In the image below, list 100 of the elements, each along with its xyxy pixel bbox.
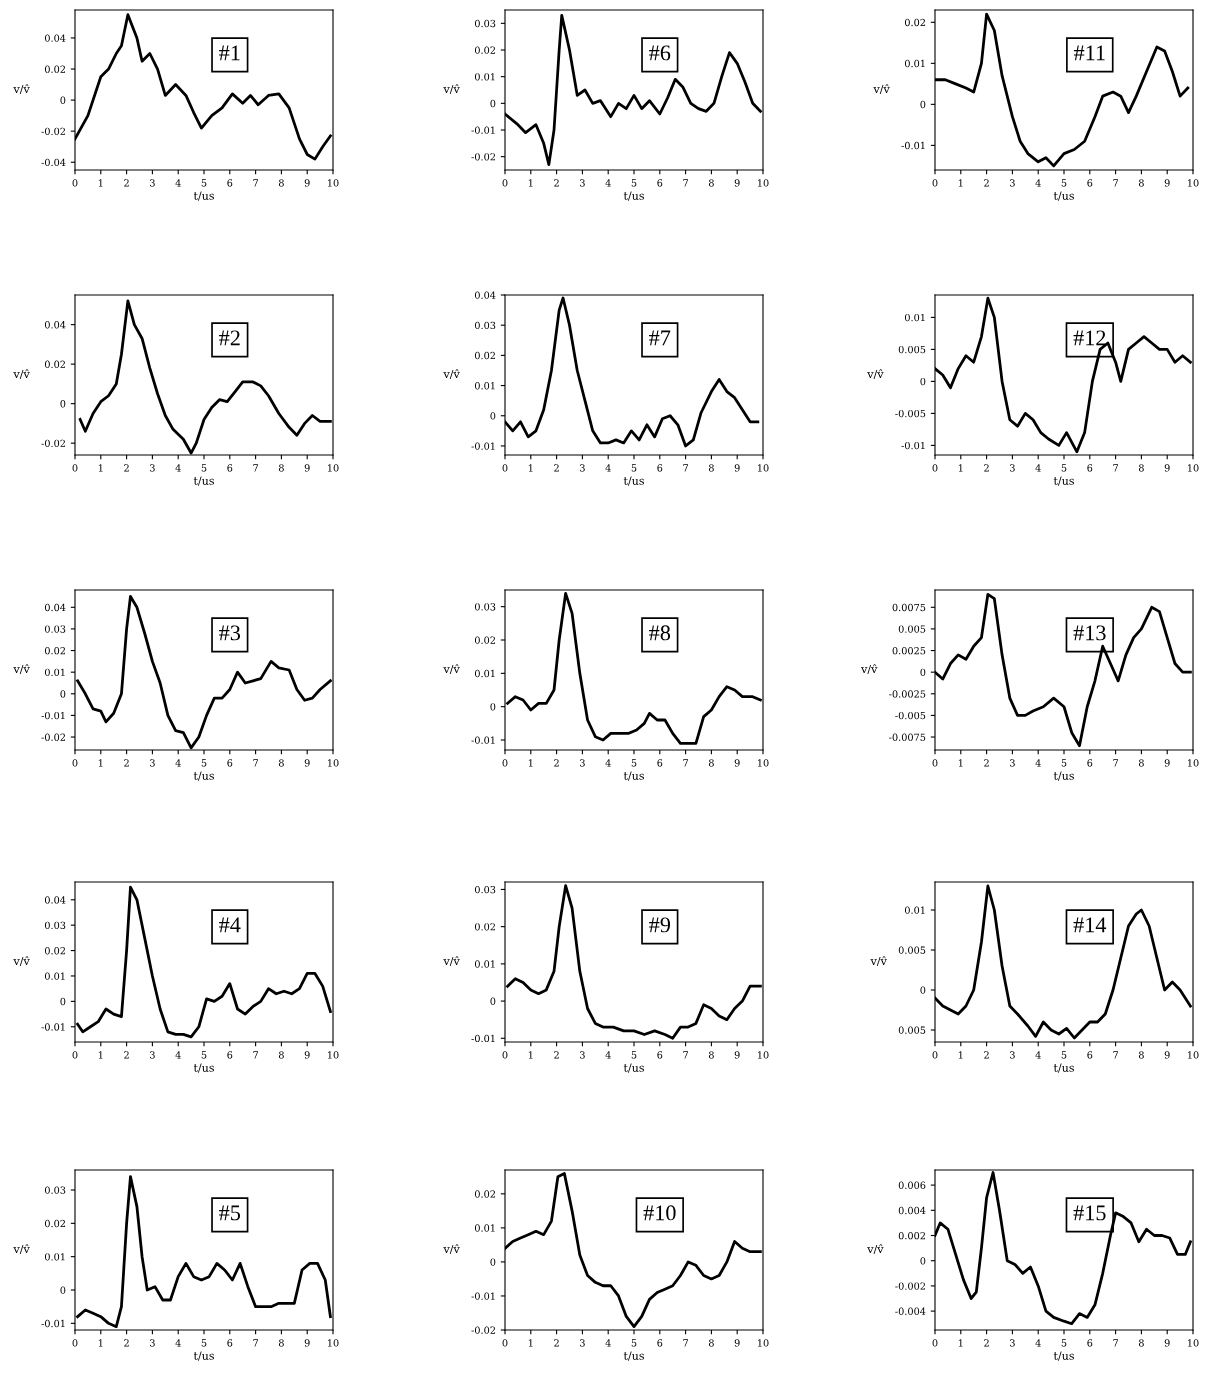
x-tick-label: 7 xyxy=(683,1051,688,1059)
x-tick-label: 8 xyxy=(278,464,284,472)
x-tick-label: 4 xyxy=(1035,1051,1041,1059)
y-tick-label: 0.03 xyxy=(44,1186,66,1194)
x-tick-label: 8 xyxy=(708,179,714,187)
y-tick-label: 0.02 xyxy=(904,18,926,27)
y-tick-label: -0.01 xyxy=(471,736,495,744)
y-tick-label: 0 xyxy=(920,668,926,676)
x-tick-label: 5 xyxy=(631,759,637,767)
y-tick-label: 0.02 xyxy=(44,65,66,73)
y-tick-label: 0 xyxy=(490,703,496,711)
x-tick-label: 5 xyxy=(1061,464,1067,472)
x-tick-label: 2 xyxy=(984,464,989,472)
y-tick-label: -0.02 xyxy=(41,127,66,135)
y-tick-label: -0.01 xyxy=(41,1319,65,1328)
x-tick-label: 2 xyxy=(984,1339,989,1347)
annotation: #12 xyxy=(1073,330,1106,346)
y-tick-label: 0.0025 xyxy=(892,647,926,655)
x-tick-label: 4 xyxy=(605,1339,611,1347)
y-tick-label: 0.004 xyxy=(898,1206,926,1215)
y-tick-label: 0.04 xyxy=(44,321,66,329)
y-tick-label: 0.04 xyxy=(474,291,496,299)
x-tick-label: 4 xyxy=(175,1339,181,1347)
x-tick-label: 10 xyxy=(328,1051,339,1059)
y-tick-label: -0.01 xyxy=(901,441,925,450)
y-tick-label: 0.006 xyxy=(898,1181,926,1189)
y-axis-title: v/v̂ xyxy=(443,1244,460,1255)
x-tick-label: 8 xyxy=(708,1339,714,1347)
x-tick-label: 5 xyxy=(201,759,207,767)
x-axis-title: t/us xyxy=(623,1351,644,1361)
x-tick-label: 4 xyxy=(605,464,611,472)
y-tick-label: 0.02 xyxy=(44,647,66,655)
x-tick-label: 6 xyxy=(227,759,233,767)
x-tick-label: 3 xyxy=(1010,1051,1015,1059)
x-tick-label: 5 xyxy=(201,1051,207,1059)
y-tick-label: 0 xyxy=(60,400,66,408)
x-tick-label: 5 xyxy=(201,179,207,187)
y-tick-label: 0.005 xyxy=(898,946,926,954)
x-tick-label: 0 xyxy=(72,464,78,472)
y-tick-label: 0.03 xyxy=(44,625,66,633)
y-tick-label: -0.02 xyxy=(471,1326,496,1334)
x-axis-title: t/us xyxy=(623,771,644,781)
x-tick-label: 4 xyxy=(605,759,611,767)
x-tick-label: 7 xyxy=(253,1339,258,1347)
x-axis-title: t/us xyxy=(623,476,644,486)
x-tick-label: 3 xyxy=(150,179,155,187)
y-tick-label: 0.01 xyxy=(44,668,65,676)
x-tick-label: 4 xyxy=(175,1051,181,1059)
x-tick-label: 0 xyxy=(932,179,938,187)
x-tick-label: 7 xyxy=(1113,1051,1118,1059)
y-tick-label: 0 xyxy=(490,412,496,420)
x-tick-label: 5 xyxy=(1061,179,1067,187)
y-tick-label: 0 xyxy=(920,100,926,109)
annotation: #5 xyxy=(219,1205,241,1221)
x-axis-title: t/us xyxy=(193,1351,214,1361)
x-tick-label: 0 xyxy=(72,1051,78,1059)
x-tick-label: 3 xyxy=(150,759,155,767)
y-tick-label: 0.0075 xyxy=(892,603,926,612)
x-tick-label: 9 xyxy=(734,1051,740,1059)
y-axis-title: v/v̂ xyxy=(443,84,460,95)
x-tick-label: 6 xyxy=(1087,179,1093,187)
y-tick-label: 0.02 xyxy=(474,923,496,931)
y-axis-title: v/v̂ xyxy=(443,664,460,675)
x-tick-label: 3 xyxy=(580,179,585,187)
y-axis-title: v/v̂ xyxy=(13,1244,30,1255)
y-axis-title: v/v̂ xyxy=(867,369,884,380)
x-tick-label: 4 xyxy=(175,464,181,472)
x-tick-label: 9 xyxy=(1164,1051,1170,1059)
x-tick-label: 1 xyxy=(958,1339,963,1347)
y-tick-label: -0.005 xyxy=(895,711,926,720)
x-tick-label: 2 xyxy=(984,1051,989,1059)
x-tick-label: 1 xyxy=(528,759,533,767)
x-tick-label: 1 xyxy=(528,1051,533,1059)
x-tick-label: 1 xyxy=(528,179,533,187)
x-tick-label: 8 xyxy=(1138,759,1144,767)
y-tick-label: 0 xyxy=(490,99,496,108)
x-tick-label: 7 xyxy=(1113,759,1118,767)
x-tick-label: 0 xyxy=(502,759,508,767)
y-axis-title: v/v̂ xyxy=(13,369,30,380)
x-tick-label: 4 xyxy=(1035,179,1041,187)
x-tick-label: 7 xyxy=(1113,1339,1118,1347)
x-tick-label: 5 xyxy=(1061,1051,1067,1059)
x-tick-label: 9 xyxy=(1164,179,1170,187)
x-tick-label: 2 xyxy=(124,759,129,767)
x-axis-title: t/us xyxy=(623,1063,644,1073)
y-tick-label: 0.03 xyxy=(44,921,66,930)
x-tick-label: 4 xyxy=(605,1051,611,1059)
x-tick-label: 3 xyxy=(1010,759,1015,767)
x-tick-label: 0 xyxy=(502,179,508,187)
y-tick-label: 0.03 xyxy=(474,321,496,330)
x-tick-label: 2 xyxy=(124,464,129,472)
x-tick-label: 6 xyxy=(1087,464,1093,472)
x-axis-title: t/us xyxy=(1053,1063,1074,1073)
y-tick-label: -0.0075 xyxy=(889,733,926,741)
x-tick-label: 0 xyxy=(72,759,78,767)
x-tick-label: 1 xyxy=(958,464,963,472)
annotation: #8 xyxy=(649,625,671,641)
x-tick-label: 2 xyxy=(554,464,559,472)
x-tick-label: 1 xyxy=(958,179,963,187)
x-tick-label: 4 xyxy=(1035,1339,1041,1347)
